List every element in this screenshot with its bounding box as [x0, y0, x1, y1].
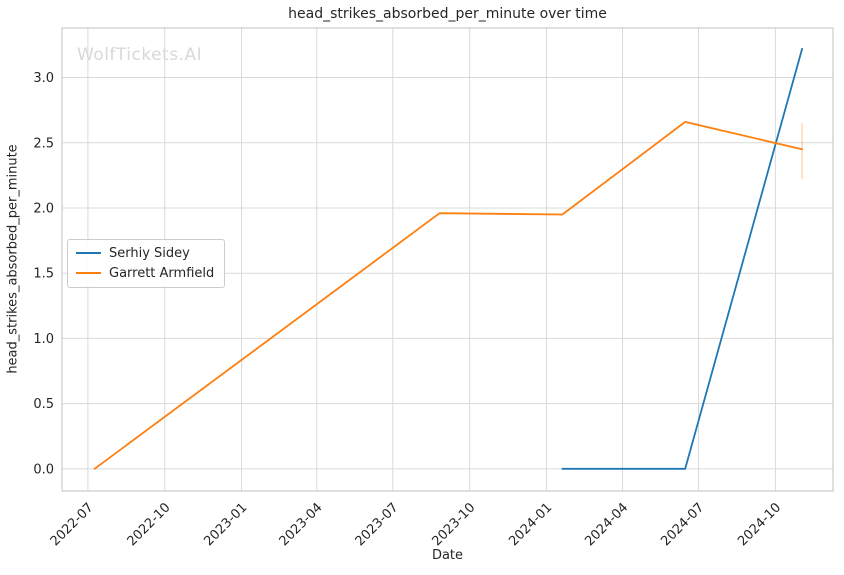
- legend-line-swatch: [76, 272, 101, 274]
- x-tick-label-2023-01: 2023-01: [201, 500, 250, 549]
- x-tick-label-2022-10: 2022-10: [125, 500, 174, 549]
- y-tick-label-2.5: 2.5: [33, 136, 54, 151]
- y-tick-label-1.0: 1.0: [33, 332, 54, 347]
- x-axis-label: Date: [431, 548, 464, 563]
- y-tick-label-2.0: 2.0: [33, 201, 54, 216]
- y-tick-label-0.0: 0.0: [33, 462, 54, 477]
- y-tick-label-0.5: 0.5: [33, 397, 54, 412]
- watermark: WolfTickets.AI: [77, 45, 203, 65]
- x-tick-label-2023-04: 2023-04: [277, 500, 326, 549]
- legend: Serhiy Sidey Garrett Armfield: [67, 239, 226, 288]
- x-tick-label-2024-01: 2024-01: [506, 500, 555, 549]
- series-line-garrett-armfield: [93, 121, 803, 470]
- legend-item-serhiy-sidey: Serhiy Sidey: [76, 244, 214, 262]
- y-axis-label: head_strikes_absorbed_per_minute: [5, 144, 21, 374]
- x-tick-label-2022-07: 2022-07: [48, 500, 97, 549]
- x-tick-label-2024-10: 2024-10: [735, 500, 784, 549]
- y-tick-label-1.5: 1.5: [33, 267, 54, 282]
- legend-item-garrett-armfield: Garrett Armfield: [76, 264, 214, 282]
- legend-label: Garrett Armfield: [109, 265, 215, 281]
- series-line-serhiy-sidey: [561, 47, 803, 470]
- x-tick-label-2024-04: 2024-04: [582, 500, 631, 549]
- x-tick-label-2024-07: 2024-07: [658, 500, 707, 549]
- legend-line-swatch: [76, 252, 101, 254]
- x-tick-label-2023-07: 2023-07: [353, 500, 402, 549]
- x-tick-label-2023-10: 2023-10: [429, 500, 478, 549]
- y-tick-label-3.0: 3.0: [33, 71, 54, 86]
- plot-border: [61, 27, 834, 492]
- chart-title: head_strikes_absorbed_per_minute over ti…: [288, 6, 607, 22]
- legend-label: Serhiy Sidey: [109, 245, 190, 261]
